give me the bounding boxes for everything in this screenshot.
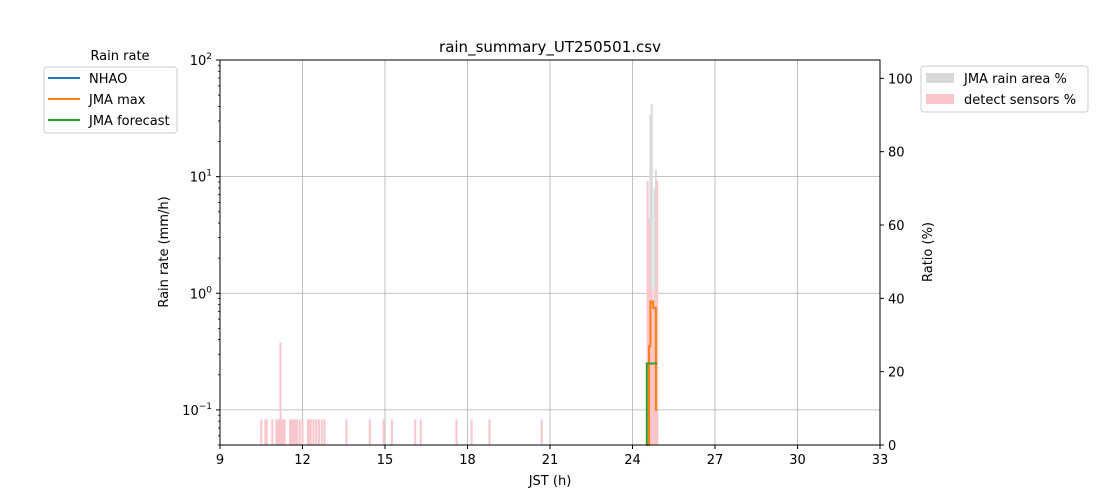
detect-sensors-bar: [649, 287, 652, 445]
detect-sensors-bar: [280, 419, 283, 445]
detect-sensors-bar: [419, 419, 422, 445]
detect-sensors-bar: [271, 419, 274, 445]
legend-label-jma-forecast: JMA forecast: [88, 114, 170, 129]
detect-sensors-bar: [320, 419, 323, 445]
x-tick-label: 15: [377, 453, 394, 468]
legend-label-jma-rain-area: JMA rain area %: [963, 72, 1067, 87]
detect-sensors-bar: [260, 419, 263, 445]
y-right-tick-label: 60: [888, 219, 905, 234]
x-axis: 9 12 15 18 21 24 27 30 33: [216, 445, 888, 468]
y-left-tick-label: 101: [190, 169, 212, 186]
detect-sensors-bar: [315, 419, 318, 445]
x-tick-label: 30: [789, 453, 806, 468]
detect-sensors-bar: [653, 287, 656, 445]
y-left-tick-label: 100: [190, 285, 213, 302]
detect-sensors-bar: [278, 419, 281, 445]
detect-sensors-bar: [291, 419, 294, 445]
detect-sensors-bar: [290, 419, 293, 445]
detect-sensors-bar: [301, 419, 304, 445]
detect-sensors-bar: [275, 419, 278, 445]
y-right-tick-label: 0: [888, 439, 896, 454]
legend-ratio: JMA rain area % detect sensors %: [920, 65, 1089, 113]
detect-sensors-bar: [318, 419, 320, 445]
detect-sensors-bar: [294, 419, 297, 445]
x-axis-label: JST (h): [528, 474, 572, 489]
y-axis-left: 10−1 100 101 102: [182, 52, 220, 446]
detect-sensors-bars: [260, 181, 659, 445]
x-tick-label: 12: [294, 453, 311, 468]
detect-sensors-bar: [276, 419, 279, 445]
detect-sensors-bar: [540, 419, 543, 445]
detect-sensors-bar: [652, 305, 655, 445]
detect-sensors-bar: [323, 419, 326, 445]
detect-sensors-bar: [282, 419, 285, 445]
y-right-tick-label: 40: [888, 292, 905, 307]
y-right-tick-label: 80: [888, 146, 905, 161]
detect-sensors-bar: [390, 419, 393, 445]
y-right-tick-label: 100: [888, 72, 913, 87]
detect-sensors-bar: [470, 419, 473, 445]
detect-sensors-bar: [309, 419, 312, 445]
detect-sensors-bar: [368, 419, 371, 445]
y-right-tick-label: 20: [888, 366, 905, 381]
detect-sensors-bar: [382, 419, 385, 445]
x-tick-label: 18: [459, 453, 476, 468]
detect-sensors-bar: [293, 419, 296, 445]
detect-sensors-bar: [279, 342, 282, 445]
x-tick-label: 9: [216, 453, 224, 468]
detect-sensors-bar: [648, 225, 650, 445]
detect-sensors-bar: [289, 419, 292, 445]
detect-sensors-bar: [345, 419, 348, 445]
detect-sensors-bar: [264, 419, 267, 445]
legend-label-nhao: NHAO: [89, 72, 127, 87]
chart-title: rain_summary_UT250501.csv: [439, 38, 661, 57]
detect-sensors-bar: [650, 291, 653, 445]
detect-sensors-bar: [265, 419, 268, 445]
detect-sensors-bar: [656, 181, 659, 445]
x-tick-label: 27: [707, 453, 724, 468]
x-tick-label: 24: [624, 453, 641, 468]
detect-sensors-bar: [488, 419, 491, 445]
y-axis-right-label: Ratio (%): [921, 222, 936, 282]
jma-rain-area-bar: [650, 104, 653, 445]
detect-sensors-bar: [283, 419, 286, 445]
y-axis-right: 0 20 40 60 80 100: [880, 72, 913, 454]
legend-rain-rate-box: [43, 66, 178, 134]
detect-sensors-bar: [414, 419, 417, 445]
detect-sensors-bar: [455, 419, 458, 445]
legend-rain-rate: Rain rate NHAO JMA max JMA forecast: [43, 49, 178, 134]
detect-sensors-bar: [298, 419, 301, 445]
y-axis-left-label: Rain rate (mm/h): [157, 196, 172, 307]
y-left-tick-label: 102: [190, 52, 212, 69]
legend-rain-rate-title: Rain rate: [90, 49, 149, 64]
detect-sensors-bar: [646, 181, 649, 445]
detect-sensors-bar: [312, 419, 315, 445]
detect-sensors-bar: [654, 390, 657, 445]
detect-sensors-bar: [296, 419, 298, 445]
legend-ratio-box: [920, 65, 1089, 113]
legend-swatch-jma-rain-area: [926, 73, 954, 83]
y-left-tick-label: 10−1: [182, 402, 212, 419]
detect-sensors-bar: [308, 419, 311, 445]
legend-swatch-detect-sensors: [926, 94, 954, 104]
x-tick-label: 21: [542, 453, 559, 468]
x-tick-label: 33: [872, 453, 889, 468]
legend-label-jma-max: JMA max: [88, 93, 146, 108]
detect-sensors-bar: [307, 419, 309, 445]
legend-label-detect-sensors: detect sensors %: [964, 93, 1076, 108]
jma-rain-area-bar: [649, 115, 652, 445]
